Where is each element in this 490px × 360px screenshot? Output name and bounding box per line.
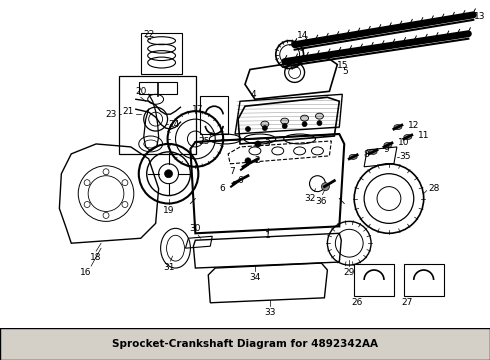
Text: 16: 16 — [80, 268, 92, 277]
Ellipse shape — [369, 149, 377, 154]
Text: 34: 34 — [249, 273, 261, 282]
Ellipse shape — [261, 121, 269, 127]
Text: 9: 9 — [383, 145, 389, 154]
Text: 21: 21 — [122, 107, 134, 116]
Ellipse shape — [302, 122, 307, 127]
Text: 7: 7 — [229, 167, 235, 176]
Ellipse shape — [300, 115, 309, 121]
Text: 11: 11 — [418, 131, 429, 140]
Text: 24: 24 — [169, 120, 180, 129]
Text: 32: 32 — [304, 194, 315, 203]
Text: 4: 4 — [250, 90, 256, 99]
Text: 17: 17 — [192, 105, 203, 114]
Ellipse shape — [384, 143, 392, 147]
Text: 36: 36 — [316, 197, 327, 206]
Text: 20: 20 — [135, 87, 147, 96]
Text: 23: 23 — [105, 110, 117, 119]
Bar — [404, 264, 443, 296]
Text: 30: 30 — [190, 224, 201, 233]
Ellipse shape — [165, 170, 172, 178]
Ellipse shape — [394, 125, 402, 130]
Ellipse shape — [316, 113, 323, 119]
Ellipse shape — [282, 123, 287, 129]
Text: 31: 31 — [163, 263, 174, 272]
Ellipse shape — [404, 135, 412, 139]
Text: 22: 22 — [144, 30, 155, 39]
Bar — [119, 76, 196, 154]
Text: 35: 35 — [399, 152, 410, 161]
Text: 12: 12 — [408, 121, 419, 130]
Text: 13: 13 — [474, 12, 486, 21]
Text: 1: 1 — [265, 231, 270, 240]
Text: 28: 28 — [429, 184, 440, 193]
Text: 6: 6 — [220, 184, 225, 193]
Text: 19: 19 — [163, 207, 174, 216]
Text: 3: 3 — [264, 139, 270, 148]
Bar — [139, 82, 176, 94]
Text: 14: 14 — [296, 31, 308, 40]
Text: 25: 25 — [198, 137, 210, 146]
Text: 5: 5 — [343, 67, 348, 76]
Text: 15: 15 — [337, 61, 349, 70]
Bar — [141, 33, 182, 75]
Ellipse shape — [349, 154, 357, 159]
Ellipse shape — [281, 118, 289, 124]
Text: 26: 26 — [351, 298, 363, 307]
Text: 29: 29 — [343, 268, 355, 277]
Ellipse shape — [317, 121, 322, 126]
Text: 18: 18 — [90, 253, 102, 262]
Text: 8: 8 — [363, 150, 369, 159]
Bar — [200, 96, 228, 134]
Bar — [354, 264, 394, 296]
Text: 27: 27 — [401, 298, 413, 307]
Ellipse shape — [245, 158, 251, 164]
Ellipse shape — [245, 127, 250, 131]
Text: 6: 6 — [237, 176, 243, 185]
Ellipse shape — [321, 183, 329, 190]
Text: 10: 10 — [398, 139, 409, 148]
Text: 33: 33 — [264, 308, 275, 317]
Text: 2: 2 — [254, 156, 260, 165]
Text: Sprocket-Crankshaft Diagram for 4892342AA: Sprocket-Crankshaft Diagram for 4892342A… — [112, 339, 378, 349]
Ellipse shape — [255, 141, 261, 147]
Ellipse shape — [262, 126, 268, 131]
